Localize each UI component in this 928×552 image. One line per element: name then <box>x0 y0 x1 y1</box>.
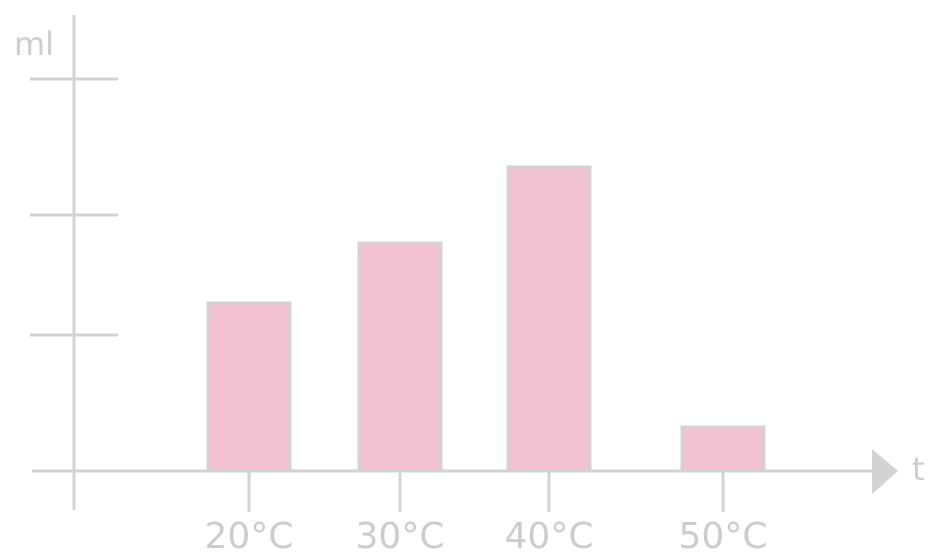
x-axis-arrow-icon <box>872 449 898 494</box>
x-tick-label-40°C: 40°C <box>505 516 594 552</box>
bars <box>206 165 766 473</box>
x-axis-label: t <box>912 450 925 488</box>
x-tick-label-30°C: 30°C <box>356 516 445 552</box>
bar-30°C <box>357 241 443 473</box>
x-ticks: 20°C 30°C 40°C 50°C <box>205 471 768 552</box>
x-tick-label-20°C: 20°C <box>205 516 294 552</box>
bar-20°C <box>206 301 292 473</box>
bar-40°C <box>506 165 592 473</box>
y-axis-label: ml <box>14 25 54 63</box>
bar-50°C <box>680 425 766 473</box>
y-ticks <box>30 77 118 337</box>
x-tick-label-50°C: 50°C <box>679 516 768 552</box>
